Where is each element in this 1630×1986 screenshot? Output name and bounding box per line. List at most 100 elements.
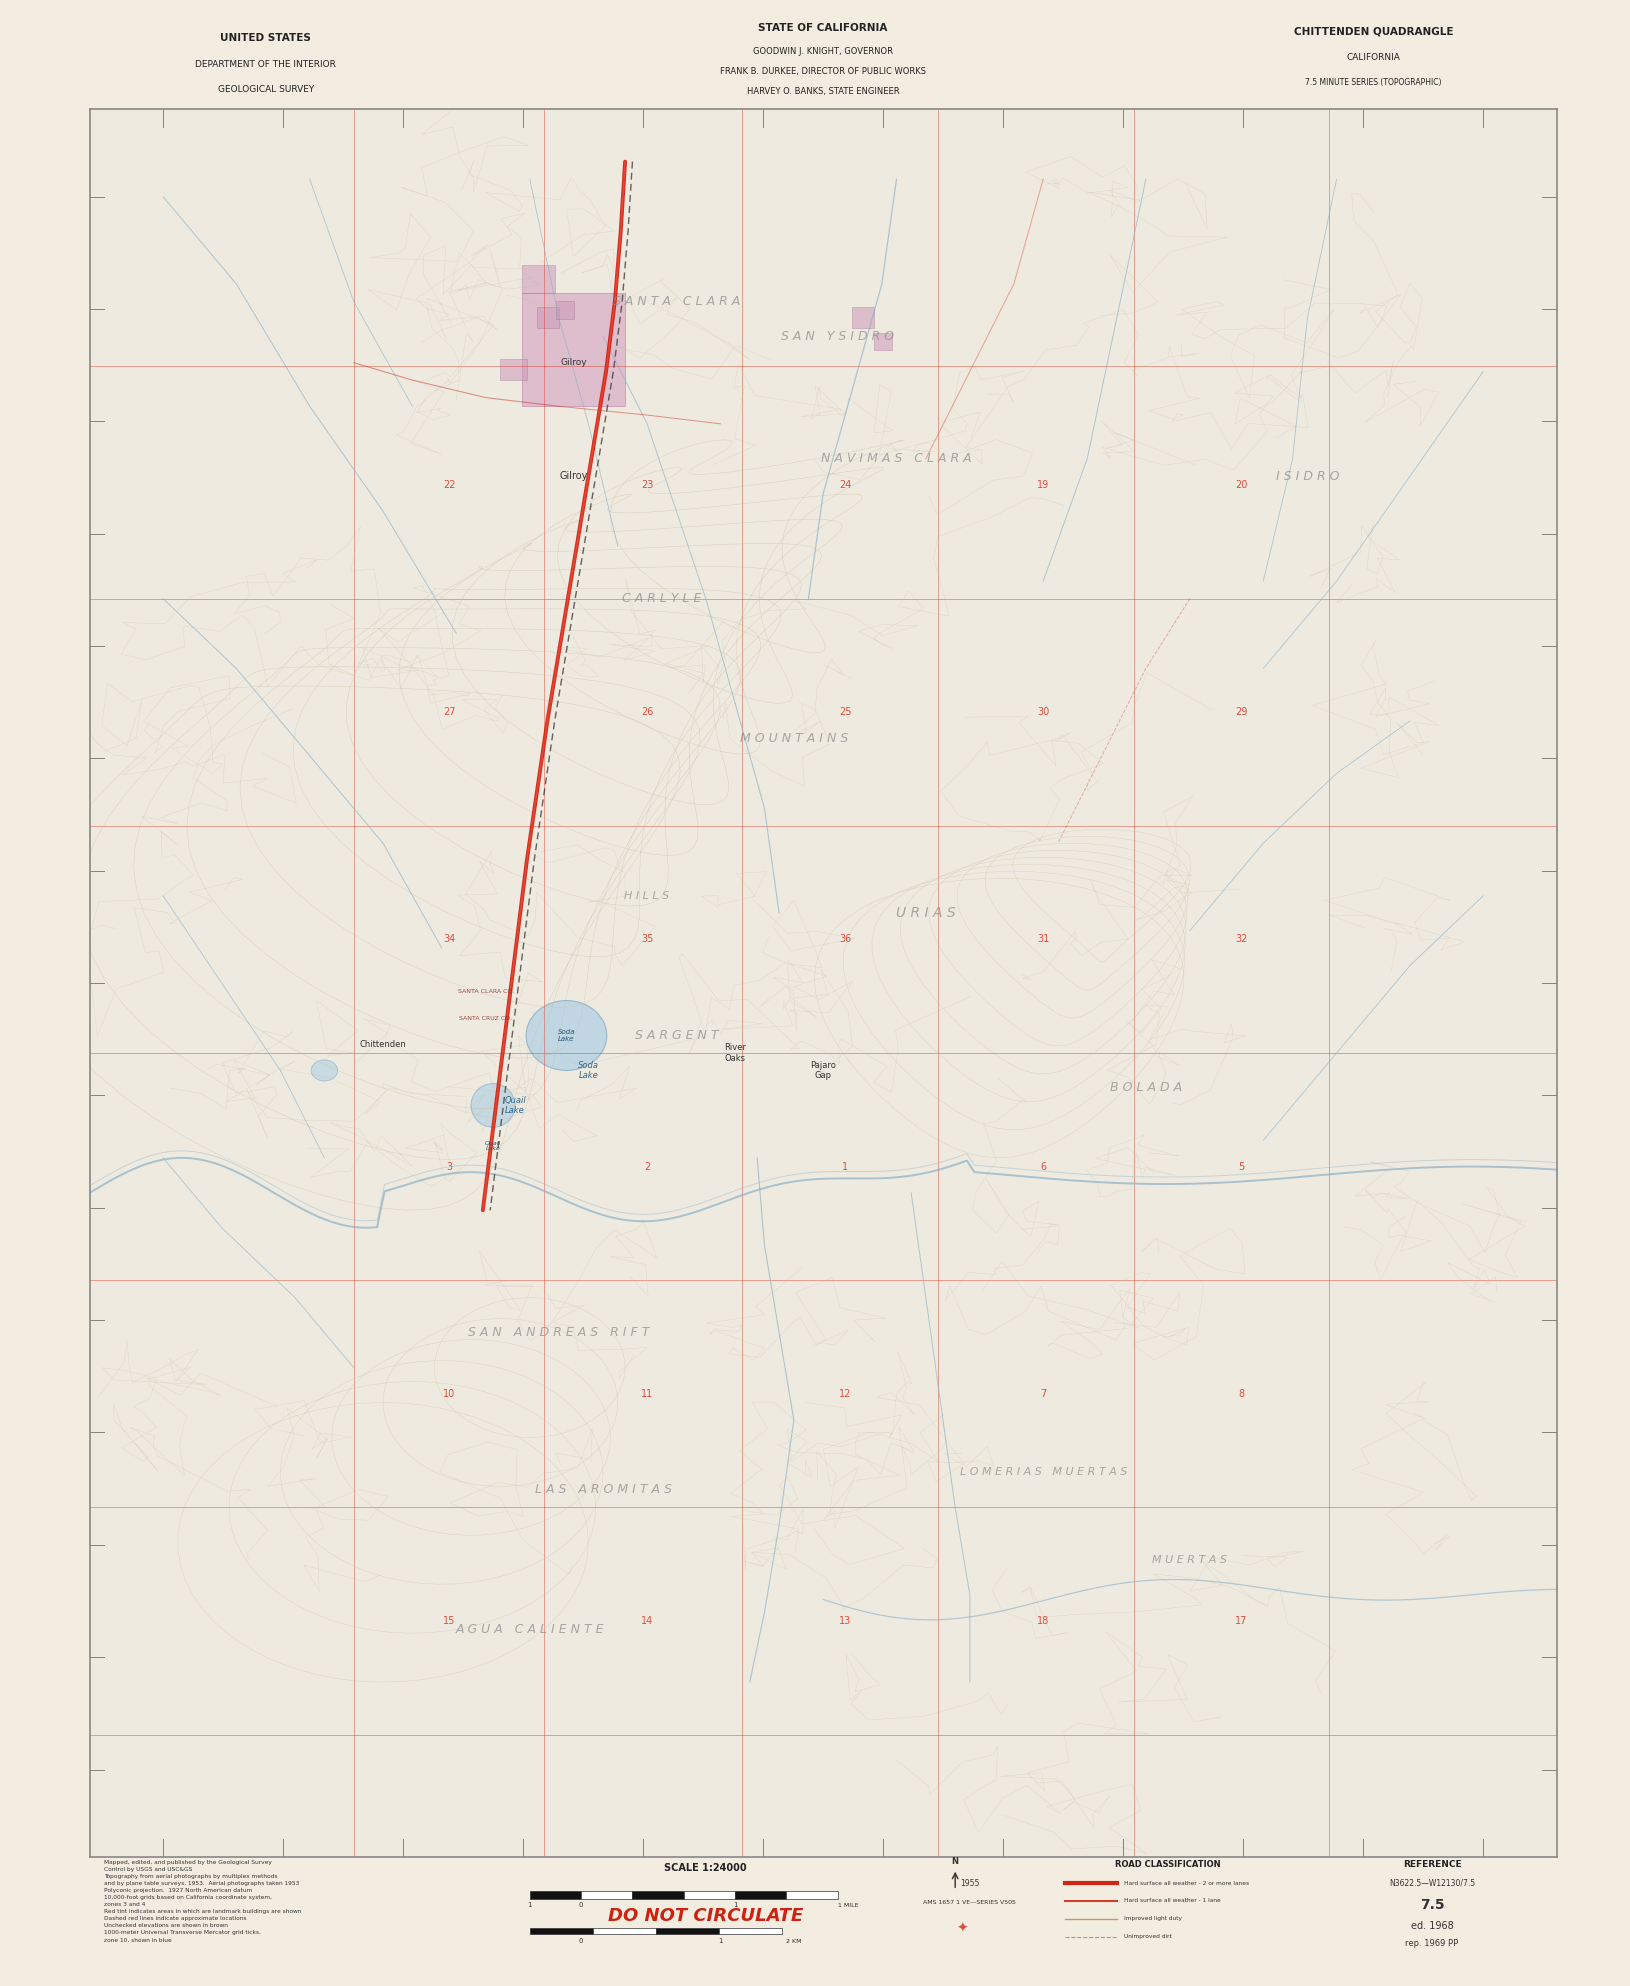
Bar <box>685 1891 735 1899</box>
Text: rep. 1969 PP: rep. 1969 PP <box>1405 1940 1459 1948</box>
Text: L A S   A R O M I T A S: L A S A R O M I T A S <box>535 1484 672 1495</box>
Bar <box>522 292 626 407</box>
Text: Quail
Lake: Quail Lake <box>486 1140 500 1152</box>
Text: DEPARTMENT OF THE INTERIOR: DEPARTMENT OF THE INTERIOR <box>196 60 336 70</box>
Text: 8: 8 <box>1239 1388 1244 1398</box>
Text: Gilroy: Gilroy <box>561 357 587 367</box>
Text: 14: 14 <box>641 1617 654 1627</box>
Text: 1: 1 <box>719 1938 722 1944</box>
Text: SCALE 1:24000: SCALE 1:24000 <box>665 1863 747 1873</box>
Text: M U E R T A S: M U E R T A S <box>1152 1555 1227 1565</box>
Text: N3622.5—W12130/7.5: N3622.5—W12130/7.5 <box>1389 1879 1475 1887</box>
Text: SANTA CLARA CO.: SANTA CLARA CO. <box>458 989 513 995</box>
Text: 30: 30 <box>1037 707 1050 717</box>
Text: 26: 26 <box>641 707 654 717</box>
Bar <box>786 1891 838 1899</box>
Text: 25: 25 <box>839 707 851 717</box>
Text: 31: 31 <box>1037 933 1050 945</box>
Text: 19: 19 <box>1037 481 1050 491</box>
Bar <box>735 1891 786 1899</box>
Text: CHITTENDEN QUADRANGLE: CHITTENDEN QUADRANGLE <box>1294 26 1452 38</box>
Text: AMS 1657 1 VE—SERIES V505: AMS 1657 1 VE—SERIES V505 <box>924 1901 1015 1905</box>
Bar <box>580 1891 632 1899</box>
Text: Quail
Lake: Quail Lake <box>504 1096 526 1114</box>
Text: S A R G E N T: S A R G E N T <box>634 1029 719 1043</box>
Text: SANTA CRUZ CO.: SANTA CRUZ CO. <box>460 1015 512 1021</box>
Text: 22: 22 <box>443 481 455 491</box>
Text: 6: 6 <box>1040 1162 1046 1172</box>
Text: 17: 17 <box>1236 1617 1247 1627</box>
Text: Gilroy: Gilroy <box>559 471 588 481</box>
Bar <box>655 1928 719 1934</box>
Text: Hard surface all weather - 1 lane: Hard surface all weather - 1 lane <box>1123 1899 1221 1903</box>
Text: Soda
Lake: Soda Lake <box>579 1061 598 1080</box>
Text: CALIFORNIA: CALIFORNIA <box>1346 54 1400 62</box>
Text: 29: 29 <box>1236 707 1247 717</box>
Text: S A N   Y S I D R O: S A N Y S I D R O <box>781 330 895 344</box>
Text: 1: 1 <box>843 1162 848 1172</box>
Text: H I L L S: H I L L S <box>624 890 670 902</box>
Text: U R I A S: U R I A S <box>897 906 955 920</box>
Ellipse shape <box>471 1084 515 1128</box>
Text: 23: 23 <box>641 481 654 491</box>
Text: Pajaro
Gap: Pajaro Gap <box>810 1061 836 1080</box>
Text: STATE OF CALIFORNIA: STATE OF CALIFORNIA <box>758 22 888 34</box>
Text: HARVEY O. BANKS, STATE ENGINEER: HARVEY O. BANKS, STATE ENGINEER <box>747 87 900 95</box>
Bar <box>536 306 559 328</box>
Text: 1 MILE: 1 MILE <box>838 1903 859 1909</box>
Bar <box>500 359 526 379</box>
Text: ed. 1968: ed. 1968 <box>1410 1920 1454 1930</box>
Text: 11: 11 <box>641 1388 654 1398</box>
Text: 10: 10 <box>443 1388 455 1398</box>
Bar <box>556 302 574 320</box>
Text: 0: 0 <box>579 1903 584 1909</box>
Text: River
Oaks: River Oaks <box>724 1043 747 1063</box>
Bar <box>632 1891 685 1899</box>
Text: Soda
Lake: Soda Lake <box>557 1029 575 1043</box>
Bar <box>530 1891 580 1899</box>
Text: UNITED STATES: UNITED STATES <box>220 32 311 44</box>
Bar <box>874 334 892 350</box>
Text: 12: 12 <box>839 1388 851 1398</box>
Text: B O L A D A: B O L A D A <box>1110 1082 1182 1094</box>
Text: 7.5: 7.5 <box>1420 1897 1444 1913</box>
Bar <box>719 1928 782 1934</box>
Text: REFERENCE: REFERENCE <box>1403 1861 1460 1869</box>
Text: 7: 7 <box>1040 1388 1046 1398</box>
Text: Chittenden: Chittenden <box>360 1041 406 1049</box>
Text: DO NOT CIRCULATE: DO NOT CIRCULATE <box>608 1907 804 1926</box>
Text: Improved light duty: Improved light duty <box>1123 1916 1182 1920</box>
Text: 13: 13 <box>839 1617 851 1627</box>
Text: Hard surface all weather - 2 or more lanes: Hard surface all weather - 2 or more lan… <box>1123 1881 1249 1885</box>
Bar <box>522 264 554 292</box>
Text: N: N <box>952 1857 958 1867</box>
Text: 18: 18 <box>1037 1617 1050 1627</box>
Text: GEOLOGICAL SURVEY: GEOLOGICAL SURVEY <box>217 85 315 93</box>
Text: N A V I M A S   C L A R A: N A V I M A S C L A R A <box>822 453 971 465</box>
Bar <box>852 306 874 328</box>
Text: ROAD CLASSIFICATION: ROAD CLASSIFICATION <box>1115 1861 1221 1869</box>
Text: 1955: 1955 <box>960 1879 980 1887</box>
Text: 20: 20 <box>1236 481 1247 491</box>
Text: 2: 2 <box>644 1162 650 1172</box>
Text: S A N   A N D R E A S   R I F T: S A N A N D R E A S R I F T <box>468 1327 650 1339</box>
Text: 2 KM: 2 KM <box>786 1938 802 1944</box>
Text: S A N T A   C L A R A: S A N T A C L A R A <box>613 296 740 308</box>
Ellipse shape <box>311 1061 337 1080</box>
Text: ✦: ✦ <box>957 1920 968 1936</box>
Text: I S I D R O: I S I D R O <box>1276 471 1338 483</box>
Text: A G U A   C A L I E N T E: A G U A C A L I E N T E <box>455 1623 605 1636</box>
Text: L O M E R I A S   M U E R T A S: L O M E R I A S M U E R T A S <box>960 1468 1126 1478</box>
Text: 7.5 MINUTE SERIES (TOPOGRAPHIC): 7.5 MINUTE SERIES (TOPOGRAPHIC) <box>1306 77 1441 87</box>
Text: 5: 5 <box>1239 1162 1244 1172</box>
Text: 3: 3 <box>447 1162 452 1172</box>
Text: 15: 15 <box>443 1617 455 1627</box>
Text: C A R L Y L E: C A R L Y L E <box>623 592 701 606</box>
Text: M O U N T A I N S: M O U N T A I N S <box>740 733 848 745</box>
Text: 27: 27 <box>443 707 455 717</box>
Text: GOODWIN J. KNIGHT, GOVERNOR: GOODWIN J. KNIGHT, GOVERNOR <box>753 48 893 56</box>
Text: 1: 1 <box>734 1903 737 1909</box>
Bar <box>530 1928 593 1934</box>
Text: Mapped, edited, and published by the Geological Survey
Control by USGS and USC&G: Mapped, edited, and published by the Geo… <box>104 1861 302 1942</box>
Text: 1: 1 <box>528 1903 531 1909</box>
